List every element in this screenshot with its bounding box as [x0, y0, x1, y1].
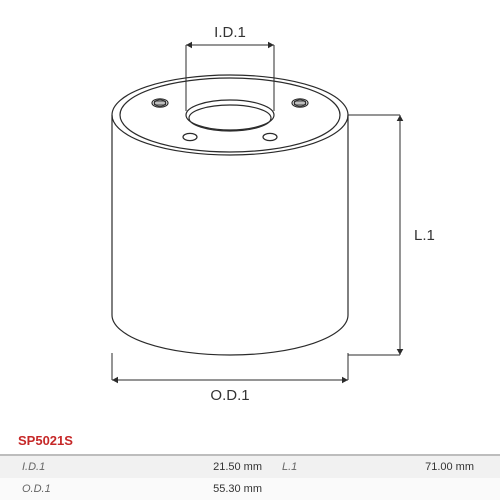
technical-drawing: I.D.1 O.D.1 L.1	[0, 0, 500, 420]
spec-name: I.D.1	[0, 461, 92, 473]
spec-table: SP5021S I.D.1 21.50 mm L.1 71.00 mm O.D.…	[0, 429, 500, 500]
spec-name: L.1	[282, 461, 342, 473]
svg-text:I.D.1: I.D.1	[214, 24, 246, 41]
svg-text:O.D.1: O.D.1	[210, 387, 249, 404]
part-number: SP5021S	[0, 429, 500, 456]
spec-name: O.D.1	[0, 483, 92, 495]
spec-value: 55.30 mm	[92, 483, 282, 495]
spec-value: 71.00 mm	[342, 461, 500, 473]
spec-row: O.D.1 55.30 mm	[0, 478, 500, 500]
spec-value: 21.50 mm	[92, 461, 282, 473]
svg-text:L.1: L.1	[414, 227, 435, 244]
spec-row: I.D.1 21.50 mm L.1 71.00 mm	[0, 456, 500, 478]
